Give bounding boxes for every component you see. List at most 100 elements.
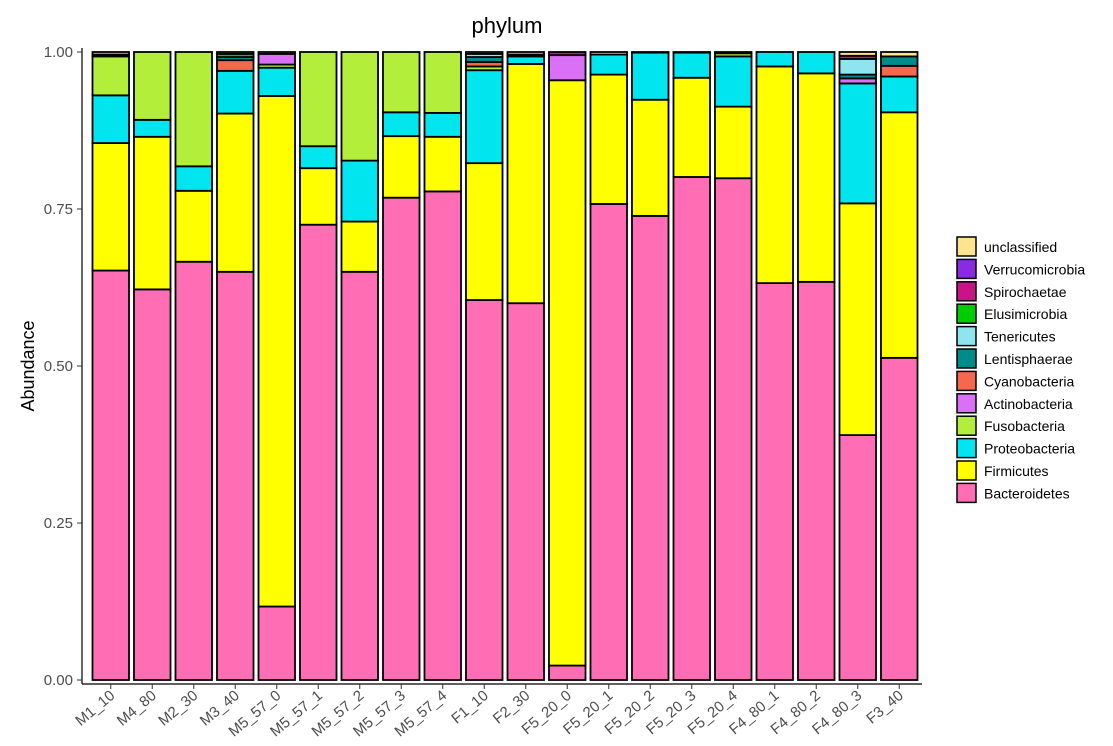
bar-segment	[133, 288, 172, 681]
bar-segment	[755, 65, 794, 285]
bar-segment	[755, 51, 794, 68]
bar-segment	[755, 282, 794, 681]
bar-segment	[880, 356, 919, 681]
bar-segment	[838, 434, 877, 681]
bar-segment	[672, 51, 711, 54]
bar-segment	[465, 51, 504, 55]
legend-swatch	[956, 437, 977, 459]
bar-segment	[257, 95, 296, 608]
bar-segment	[423, 190, 462, 681]
legend-label: unclassified	[984, 239, 1057, 255]
bar-segment	[672, 176, 711, 681]
bar-segment	[91, 94, 130, 144]
bar-segment	[340, 51, 379, 162]
bar-segment	[423, 51, 462, 114]
bar-segment	[216, 270, 255, 681]
bar-segment	[672, 51, 711, 79]
y-tick-label: 0.75	[44, 201, 73, 218]
bar-segment	[548, 54, 587, 82]
bar-segment	[506, 63, 545, 305]
bar-segment	[340, 220, 379, 273]
legend-label: Tenericutes	[984, 329, 1056, 345]
bar-segment	[631, 51, 670, 101]
bar-segment	[797, 280, 836, 681]
legend-swatch	[956, 393, 977, 414]
bar-segment	[631, 98, 670, 217]
legend-label: Actinobacteria	[984, 396, 1073, 412]
bar-segment	[797, 51, 836, 75]
bar-segment	[216, 59, 255, 72]
x-tick-label: F3_40	[863, 687, 907, 727]
bar-segment	[382, 135, 421, 199]
x-tick-label: F1_10	[448, 687, 492, 727]
legend-swatch	[956, 482, 977, 504]
legend-swatch	[956, 415, 977, 436]
legend-swatch	[956, 370, 977, 392]
bar-segment	[880, 111, 919, 359]
bar-segment	[589, 53, 628, 76]
x-tick-label: M2_30	[155, 687, 201, 730]
bar-segment	[133, 118, 172, 138]
bar-segment	[91, 55, 130, 97]
bar-segment	[506, 55, 545, 65]
bar-segment	[174, 189, 213, 263]
bar-segment	[340, 159, 379, 223]
legend-swatch	[956, 258, 977, 280]
bar-segment	[714, 51, 753, 55]
bar-segment	[714, 55, 753, 108]
bar-segment	[299, 51, 338, 148]
y-tick-label: 0.00	[44, 672, 73, 689]
legend-label: Cyanobacteria	[984, 373, 1074, 389]
bar-segment	[465, 69, 504, 165]
bar-segment	[589, 203, 628, 681]
y-tick-label: 0.50	[44, 358, 73, 375]
bar-segment	[257, 66, 296, 97]
bar-segment	[797, 72, 836, 283]
legend-swatch	[956, 281, 977, 302]
bar-segment	[589, 73, 628, 205]
bar-segment	[548, 51, 587, 57]
x-tick-label: M4_80	[114, 687, 160, 730]
bar-segment	[880, 75, 919, 114]
bar-segment	[631, 51, 670, 54]
bar-segment	[91, 51, 130, 56]
bar-segment	[589, 51, 628, 56]
y-tick-label: 1.00	[44, 44, 73, 61]
legend-label: Verrucomicrobia	[984, 261, 1085, 277]
bar-segment	[299, 167, 338, 226]
legend-swatch	[956, 460, 977, 481]
bar-segment	[174, 51, 213, 168]
legend-label: Fusobacteria	[984, 418, 1065, 434]
bar-segment	[91, 142, 130, 272]
bar-segment	[880, 51, 919, 58]
bar-segment	[91, 269, 130, 681]
legend-label: Proteobacteria	[984, 441, 1075, 457]
bar-segment	[216, 69, 255, 115]
legend-swatch	[956, 303, 977, 324]
bar-segment	[382, 51, 421, 114]
bar-segment	[465, 299, 504, 681]
bar-segment	[423, 112, 462, 138]
bar-segment	[838, 202, 877, 436]
bar-segment	[382, 111, 421, 138]
legend-swatch	[956, 325, 977, 347]
chart-title: phylum	[472, 13, 543, 38]
y-axis-title: Abundance	[18, 320, 38, 411]
bar-segment	[423, 135, 462, 193]
bar-segment	[174, 260, 213, 681]
bar-segment	[299, 223, 338, 681]
bar-segment	[257, 52, 296, 66]
bar-segment	[714, 105, 753, 180]
legend-label: Elusimicrobia	[984, 306, 1067, 322]
bar-segment	[257, 51, 296, 55]
bar-segment	[465, 162, 504, 301]
legend-label: Lentisphaerae	[984, 351, 1073, 367]
bar-segment	[257, 605, 296, 681]
legend-label: Bacteroidetes	[984, 485, 1070, 501]
bar-segment	[382, 196, 421, 681]
bar-segment	[631, 215, 670, 681]
bar-segment	[838, 51, 877, 57]
legend-label: Spirochaetae	[984, 284, 1067, 300]
bar-segment	[174, 165, 213, 192]
